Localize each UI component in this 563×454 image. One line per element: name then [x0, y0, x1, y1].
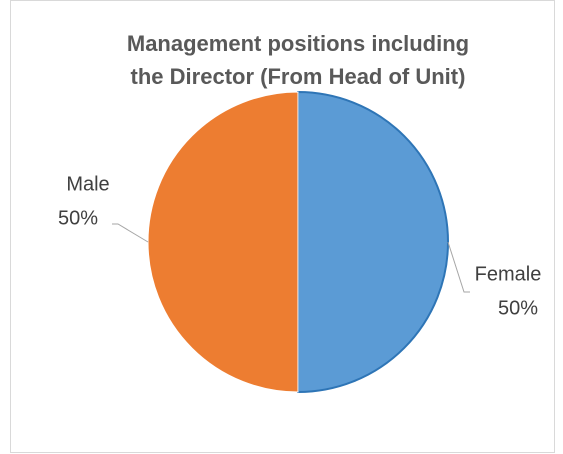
pie-slice [297, 90, 449, 394]
data-label-value: 50% [498, 297, 538, 319]
leader-line [447, 241, 470, 293]
pie-slice [147, 91, 299, 393]
data-label-value: 50% [58, 207, 98, 229]
leader-line [112, 223, 149, 243]
chart-title: the Director (From Head of Unit) [131, 64, 466, 89]
chart-title: Management positions including [127, 31, 469, 56]
data-label-name: Female [475, 263, 542, 285]
data-label-name: Male [66, 173, 109, 195]
